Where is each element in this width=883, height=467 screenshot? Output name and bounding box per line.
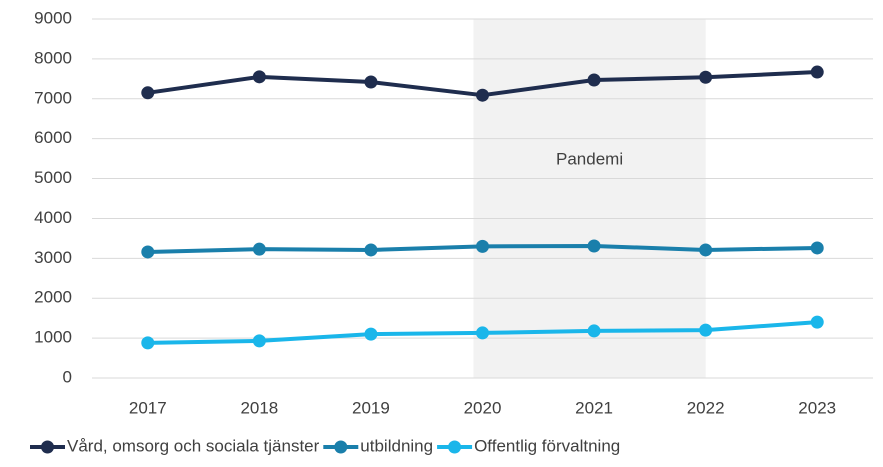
legend-marker: [41, 440, 54, 454]
data-point: [141, 245, 155, 259]
data-point: [364, 243, 378, 257]
data-point: [141, 336, 155, 350]
legend-marker: [448, 440, 462, 454]
data-point: [252, 70, 266, 84]
data-point: [810, 241, 824, 255]
data-point: [476, 239, 489, 253]
data-point: [364, 327, 378, 341]
data-point: [252, 242, 266, 256]
legend-marker: [334, 440, 348, 454]
x-tick-label: 2022: [687, 398, 725, 417]
data-point: [476, 88, 489, 102]
x-tick-label: 2020: [464, 398, 502, 417]
data-point: [810, 315, 824, 329]
region-label: Pandemi: [556, 149, 623, 168]
legend-label: Offentlig förvaltning: [474, 436, 620, 455]
data-point: [587, 239, 601, 253]
data-point: [476, 326, 489, 340]
data-point: [364, 75, 378, 89]
y-tick-label: 2000: [34, 288, 72, 307]
data-point: [587, 73, 601, 87]
data-point: [699, 243, 713, 257]
data-point: [699, 323, 713, 337]
x-tick-label: 2023: [798, 398, 836, 417]
x-tick-label: 2021: [575, 398, 613, 417]
y-tick-label: 9000: [34, 8, 72, 27]
data-point: [699, 70, 713, 84]
data-point: [252, 334, 266, 348]
y-tick-label: 1000: [34, 328, 72, 347]
y-tick-label: 4000: [34, 208, 72, 227]
y-tick-label: 0: [63, 367, 72, 386]
data-point: [810, 65, 824, 79]
data-point: [587, 324, 601, 338]
x-tick-label: 2018: [240, 398, 278, 417]
y-tick-label: 7000: [34, 88, 72, 107]
legend-label: Vård, omsorg och sociala tjänster: [67, 436, 320, 455]
x-tick-label: 2017: [129, 398, 167, 417]
x-tick-label: 2019: [352, 398, 390, 417]
y-tick-label: 3000: [34, 248, 72, 267]
shaded-region: [473, 19, 706, 378]
data-point: [141, 86, 155, 100]
legend-label: utbildning: [360, 436, 433, 455]
y-tick-label: 6000: [34, 128, 72, 147]
y-tick-label: 8000: [34, 48, 72, 67]
y-tick-label: 5000: [34, 168, 72, 187]
